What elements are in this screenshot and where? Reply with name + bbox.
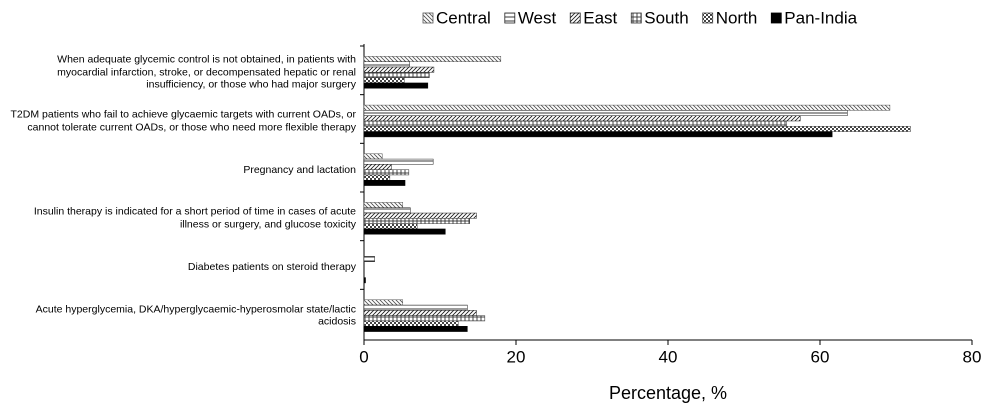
category-label: Insulin therapy is indicated for a short… — [33, 205, 356, 231]
legend-label: East — [583, 8, 617, 27]
bar — [363, 326, 468, 332]
legend-label: West — [518, 8, 557, 27]
legend-swatch — [504, 12, 516, 24]
legend-swatch — [569, 12, 581, 24]
bar — [363, 120, 787, 127]
category-label: When adequate glycemic control is not ob… — [57, 53, 356, 91]
legend-swatch — [630, 12, 642, 24]
bar — [363, 256, 375, 262]
bar — [363, 304, 468, 311]
legend-label: North — [716, 8, 758, 27]
bar — [363, 82, 429, 89]
bar — [363, 77, 405, 84]
bar — [363, 277, 366, 284]
bar — [363, 56, 502, 62]
bar — [363, 110, 848, 116]
bar — [363, 61, 410, 68]
legend-swatch — [702, 12, 714, 24]
bar — [363, 180, 406, 186]
bar — [363, 104, 891, 111]
bar — [363, 310, 477, 316]
legend-label: Pan-India — [784, 8, 857, 27]
bar — [363, 72, 430, 78]
legend-swatch — [422, 12, 434, 24]
bar — [363, 218, 470, 224]
bar — [363, 212, 477, 219]
x-tick-label: 20 — [507, 347, 526, 366]
bar — [363, 315, 486, 322]
bar — [363, 131, 833, 138]
bar — [363, 153, 383, 160]
category-label: Acute hyperglycemia, DKA/hyperglycaemic-… — [35, 303, 356, 328]
bar — [363, 207, 411, 214]
bar — [363, 115, 801, 122]
bar — [363, 174, 391, 181]
bar — [363, 223, 418, 230]
category-label: Diabetes patients on steroid therapy — [187, 260, 356, 273]
category-label: Pregnancy and lactation — [243, 163, 356, 176]
bar — [363, 164, 392, 170]
bar — [363, 320, 459, 327]
bar — [363, 158, 434, 165]
legend-label: South — [644, 8, 688, 27]
x-axis-title: Percentage, % — [609, 383, 727, 403]
legend-label: Central — [436, 8, 491, 27]
legend-swatch — [770, 12, 782, 24]
bar — [363, 299, 404, 306]
bar — [363, 169, 410, 176]
x-tick-label: 80 — [963, 347, 982, 366]
bar — [363, 228, 446, 235]
bar — [363, 66, 435, 73]
x-tick-label: 40 — [659, 347, 678, 366]
x-tick-label: 60 — [811, 347, 830, 366]
bar — [363, 202, 404, 208]
category-label: T2DM patients who fail to achieve glycae… — [10, 108, 356, 134]
x-tick-label: 0 — [359, 347, 368, 366]
bar — [363, 126, 911, 132]
